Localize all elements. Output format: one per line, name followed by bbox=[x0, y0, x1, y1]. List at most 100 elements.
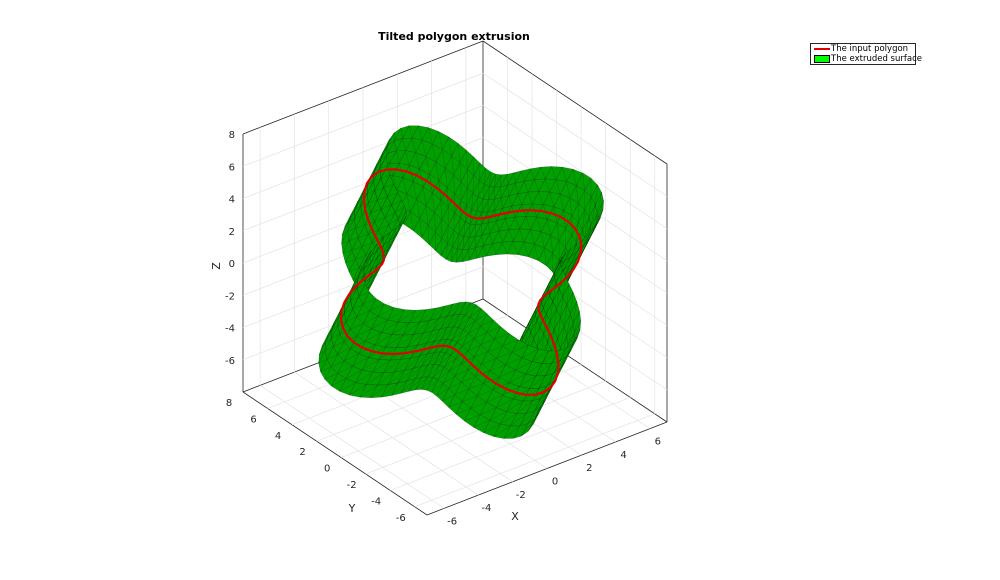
surface-edge bbox=[576, 232, 591, 252]
surface-edge bbox=[421, 377, 433, 390]
surface-edge bbox=[438, 131, 443, 150]
surface-edge bbox=[538, 373, 554, 389]
surface-edge bbox=[515, 361, 533, 371]
surface-edge bbox=[342, 231, 349, 235]
surface-edge bbox=[519, 228, 525, 243]
surface-edge bbox=[432, 367, 445, 378]
surface-edge bbox=[353, 279, 358, 285]
surface-edge bbox=[434, 212, 436, 232]
surface-edge bbox=[356, 328, 372, 337]
surface-edge bbox=[419, 307, 437, 323]
surface-edge bbox=[391, 380, 408, 396]
x-axis-label: X bbox=[511, 510, 519, 523]
surface-edge bbox=[538, 191, 544, 205]
surface-edge bbox=[363, 298, 377, 305]
surface-edge bbox=[388, 240, 390, 249]
x-tick-label: 2 bbox=[586, 463, 592, 474]
surface-edge bbox=[429, 305, 446, 321]
surface-edge bbox=[442, 375, 456, 384]
surface-edge bbox=[467, 344, 481, 352]
surface-edge bbox=[383, 184, 394, 188]
surface-edge bbox=[399, 216, 407, 225]
surface-edge bbox=[414, 364, 429, 380]
z-tick-label: 0 bbox=[229, 259, 235, 270]
surface-edge bbox=[535, 363, 552, 377]
surface-edge bbox=[423, 318, 439, 334]
y-tick-label: -6 bbox=[396, 513, 406, 524]
surface-edge bbox=[486, 326, 501, 333]
surface-edge bbox=[334, 317, 339, 322]
surface-edge bbox=[546, 295, 550, 315]
surface-edge bbox=[488, 186, 490, 200]
y-axis-line bbox=[242, 391, 428, 516]
surface-edge bbox=[502, 339, 519, 347]
surface-edge bbox=[356, 284, 366, 289]
surface-edge bbox=[387, 153, 390, 164]
legend-label-polygon: The input polygon bbox=[831, 44, 909, 54]
surface-edge bbox=[566, 284, 570, 305]
surface-edge bbox=[384, 212, 396, 218]
surface-edge bbox=[567, 323, 574, 346]
surface-edge bbox=[425, 205, 429, 226]
surface-edge bbox=[440, 314, 454, 330]
input-polygon bbox=[339, 168, 583, 396]
surface-edge bbox=[447, 314, 460, 328]
surface-edge bbox=[377, 307, 395, 317]
surface-edge bbox=[415, 376, 428, 391]
surface-edge bbox=[477, 180, 480, 197]
surface-edge bbox=[484, 168, 486, 185]
surface-edge bbox=[476, 389, 493, 397]
surface-edge bbox=[527, 192, 533, 205]
surface-edge bbox=[464, 304, 477, 316]
surface-edge bbox=[385, 335, 403, 348]
surface-edge bbox=[555, 179, 561, 195]
surface-edge bbox=[566, 181, 571, 198]
surface-edge bbox=[582, 172, 585, 191]
surface-edge bbox=[395, 206, 405, 213]
surface-edge bbox=[391, 223, 400, 232]
surface-edge bbox=[350, 296, 359, 301]
surface-edge bbox=[446, 327, 459, 340]
surface-edge bbox=[564, 257, 578, 277]
surface-edge bbox=[455, 408, 471, 415]
surface-edge bbox=[464, 414, 481, 422]
surface-edge bbox=[331, 378, 347, 387]
surface-edge bbox=[489, 233, 493, 244]
surface-edge bbox=[516, 400, 533, 414]
surface-edge bbox=[448, 401, 463, 408]
surface-edge bbox=[380, 155, 387, 160]
surface-edge bbox=[350, 323, 364, 330]
surface-edge bbox=[549, 192, 554, 207]
legend-entry-surface: The extruded surface bbox=[811, 54, 922, 64]
surface-edge bbox=[449, 363, 462, 372]
surface-edge bbox=[426, 379, 438, 391]
surface-edge bbox=[468, 325, 481, 334]
surface-edge bbox=[500, 413, 517, 425]
surface-edge bbox=[408, 377, 422, 392]
surface-edge bbox=[370, 209, 382, 213]
surface-edge bbox=[481, 199, 484, 213]
surface-edge bbox=[566, 337, 578, 357]
surface-edge bbox=[519, 410, 535, 426]
surface-edge bbox=[432, 193, 435, 213]
surface-edge bbox=[486, 395, 503, 403]
surface-edge bbox=[547, 273, 555, 291]
surface-edge bbox=[588, 197, 592, 218]
surface-edge bbox=[321, 342, 326, 347]
surface-edge bbox=[337, 348, 351, 355]
y-tick-label: 4 bbox=[275, 431, 281, 442]
surface-edge bbox=[396, 334, 414, 348]
surface-edge bbox=[387, 370, 405, 385]
x-tick-label: -4 bbox=[481, 503, 491, 514]
surface-edge bbox=[474, 351, 488, 358]
surface-edge bbox=[489, 411, 507, 421]
surface-edge bbox=[410, 211, 414, 231]
surface-edge bbox=[481, 358, 497, 365]
back-edge bbox=[482, 298, 668, 423]
surface-edge bbox=[369, 277, 371, 287]
surface-edge bbox=[440, 238, 442, 256]
surface-edge bbox=[462, 236, 464, 250]
surface-edge bbox=[391, 322, 410, 335]
surface-edge bbox=[453, 315, 465, 327]
